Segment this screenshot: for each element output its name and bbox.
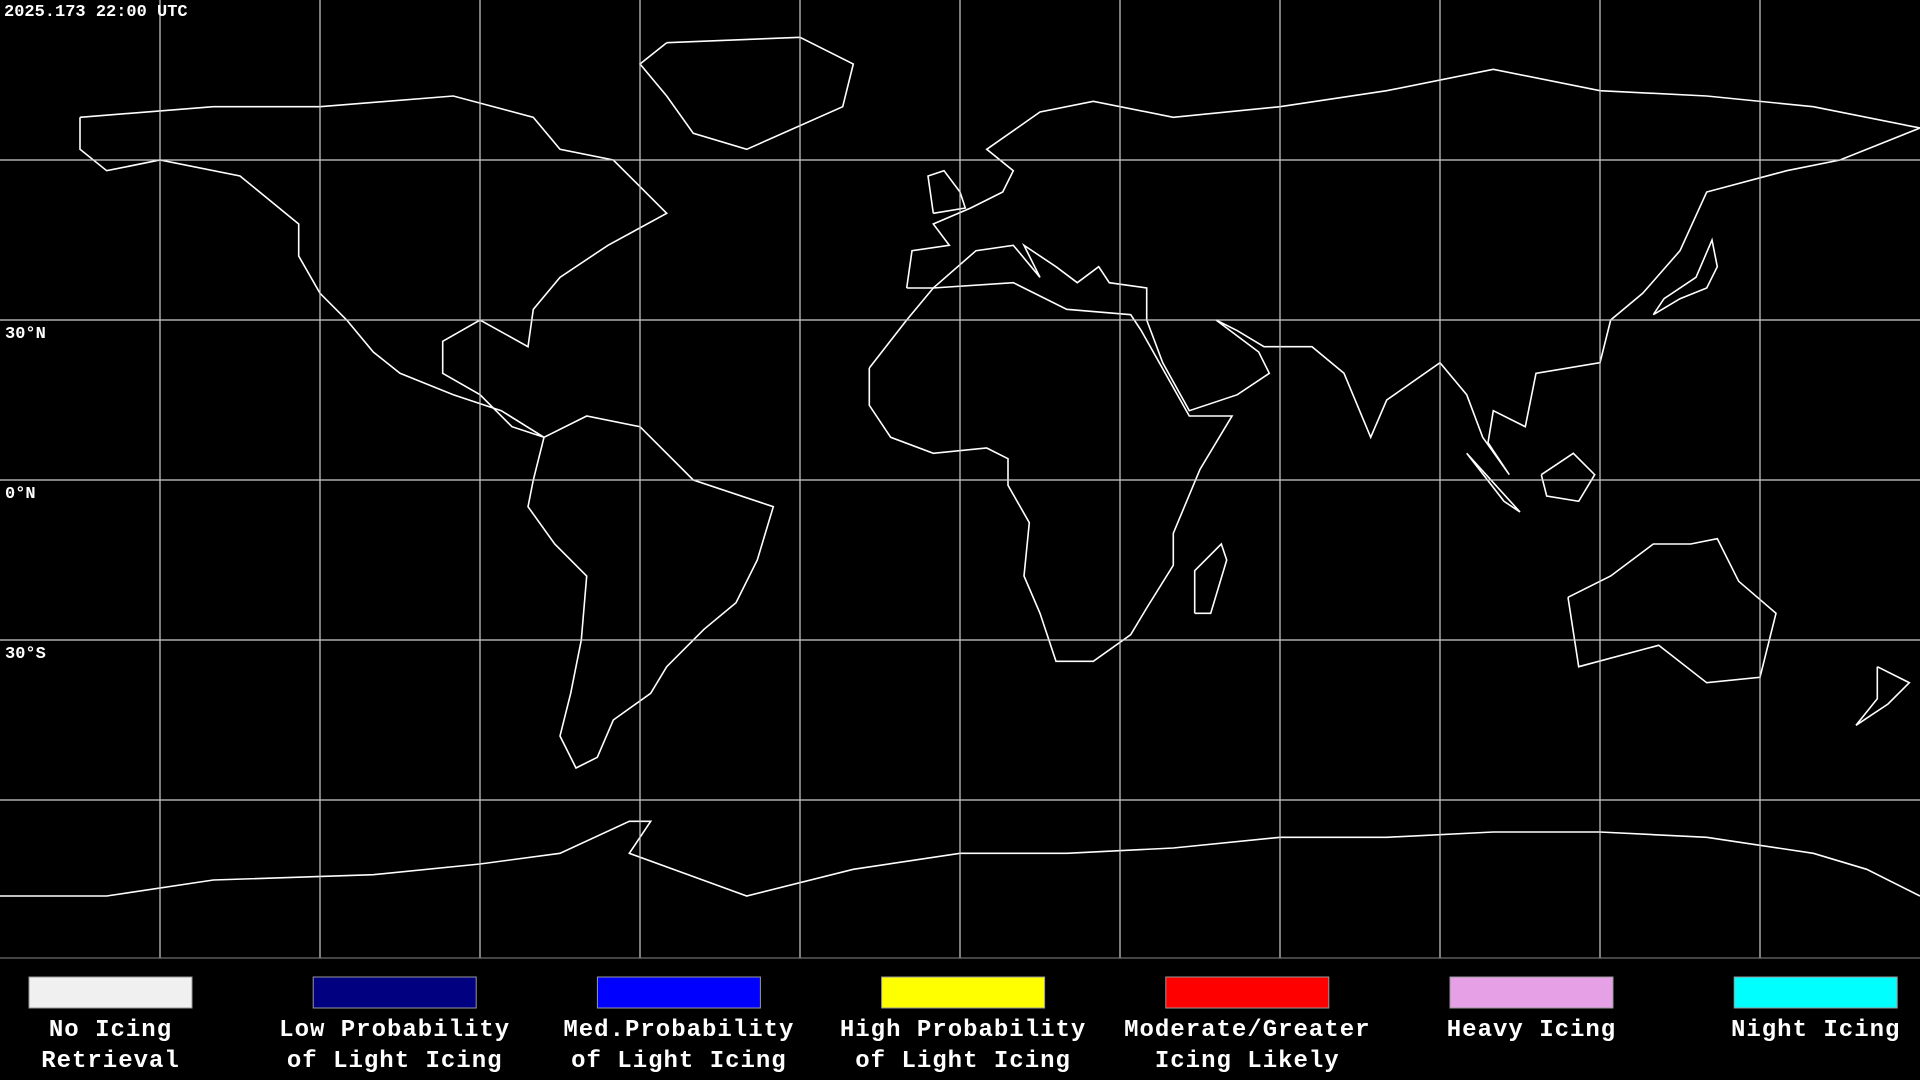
legend-swatch [881, 976, 1046, 1009]
legend-swatch [1165, 976, 1330, 1009]
coastline [638, 36, 855, 151]
legend-label: Heavy Icing [1447, 1017, 1616, 1044]
timestamp: 2025.173 22:00 UTC [4, 3, 188, 22]
legend-label: of Light Icing [855, 1048, 1071, 1075]
legend-label: Moderate/Greater [1124, 1017, 1370, 1044]
latitude-label: 30°S [5, 645, 46, 664]
coastline [1466, 452, 1521, 513]
legend-label: of Light Icing [287, 1048, 503, 1075]
latitude-label: 0°N [5, 485, 36, 504]
coastline [1855, 665, 1911, 726]
coastline [0, 820, 1920, 897]
latitude-label: 30°N [5, 325, 46, 344]
coastline [1540, 452, 1596, 503]
graticule [0, 0, 1920, 958]
legend-label: High Probability [840, 1017, 1086, 1044]
coastline [1193, 542, 1228, 615]
legend-swatch [1449, 976, 1614, 1009]
legend-label: Retrieval [41, 1048, 180, 1075]
legend-label: Icing Likely [1155, 1048, 1340, 1075]
legend-swatch [312, 976, 477, 1009]
coastline [527, 415, 775, 770]
legend-label: No Icing [49, 1017, 172, 1044]
legend-label: Med.Probability [563, 1017, 794, 1044]
legend-swatch [28, 976, 193, 1009]
legend-swatch [1733, 976, 1898, 1009]
coastline [1567, 537, 1777, 684]
legend-label: of Light Icing [571, 1048, 787, 1075]
coastlines [0, 36, 1920, 897]
legend: No Icing Retrieval Low Probability of Light… [28, 976, 1900, 1075]
legend-swatch [596, 976, 761, 1009]
coastline [1652, 237, 1719, 316]
latitude-labels: 30°N 0°N 30°S [5, 325, 46, 664]
legend-label: Low Probability [279, 1017, 510, 1044]
legend-label: Night Icing [1731, 1017, 1900, 1044]
coastline [868, 281, 1234, 663]
